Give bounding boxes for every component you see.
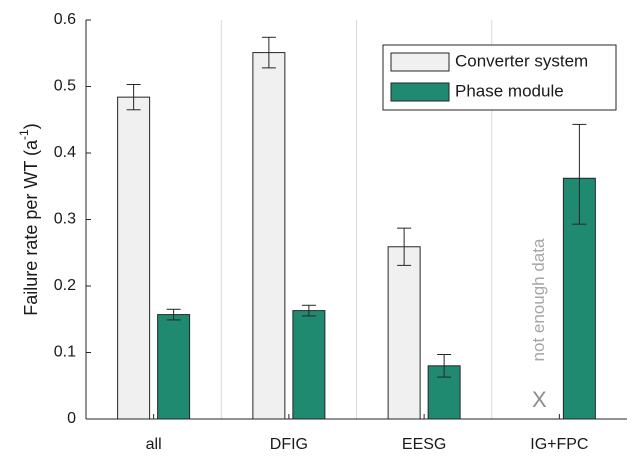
y-axis-label-part: -1 xyxy=(17,129,31,140)
legend-swatch xyxy=(390,82,450,102)
y-tick-label: 0.6 xyxy=(54,11,76,28)
bar xyxy=(117,96,151,420)
y-axis-label-part: Failure rate per WT (a xyxy=(21,139,41,316)
error-bar xyxy=(261,36,276,69)
y-tick-label: 0.2 xyxy=(54,277,76,294)
error-bar xyxy=(166,308,181,321)
error-bar xyxy=(301,304,316,317)
legend-label: Converter system xyxy=(455,51,588,70)
bar xyxy=(252,52,286,420)
annotation: not enough data xyxy=(529,238,548,361)
x-tick-label: DFIG xyxy=(270,436,308,453)
y-tick-label: 0.4 xyxy=(54,144,76,161)
bar xyxy=(387,246,421,420)
legend-swatch xyxy=(390,52,450,72)
legend-label: Phase module xyxy=(455,81,564,100)
y-tick-label: 0.1 xyxy=(54,344,76,361)
y-axis-label: Failure rate per WT (a-1) xyxy=(17,123,41,315)
y-tick-label: 0 xyxy=(67,410,76,427)
bar xyxy=(157,314,191,420)
y-tick-label: 0.3 xyxy=(54,211,76,228)
error-bar xyxy=(397,227,412,266)
x-tick-label: EESG xyxy=(402,436,446,453)
x-tick-label: IG+FPC xyxy=(530,436,588,453)
bar xyxy=(292,310,326,420)
error-bar xyxy=(572,123,587,225)
x-tick-label: all xyxy=(146,436,162,453)
y-axis-label-part: ) xyxy=(21,123,41,129)
y-tick-label: 0.5 xyxy=(54,78,76,95)
annotation: X xyxy=(532,387,547,412)
error-bar xyxy=(437,353,452,378)
error-bar xyxy=(126,84,141,111)
